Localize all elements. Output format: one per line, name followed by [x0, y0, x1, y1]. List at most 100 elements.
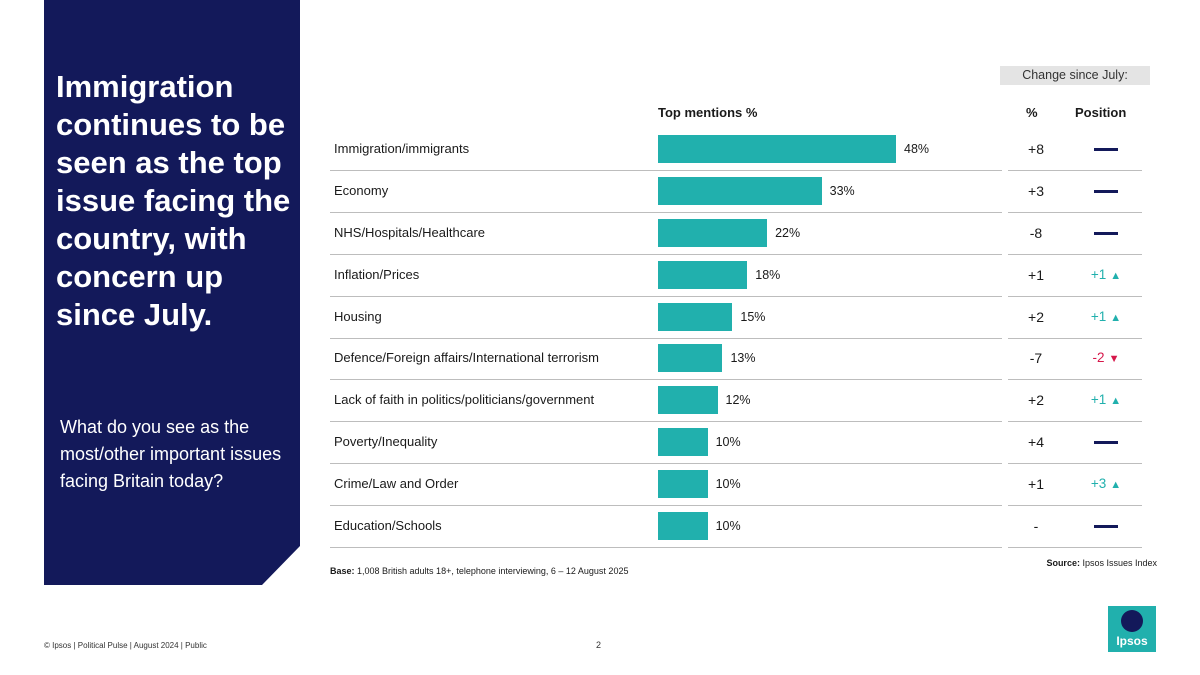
pct-change-header: % — [1026, 105, 1038, 120]
bar-value-label: 10% — [715, 435, 741, 450]
position-change — [1076, 516, 1136, 536]
row-divider — [330, 379, 1002, 381]
row-divider — [1008, 421, 1142, 423]
logo-text: Ipsos — [1116, 634, 1148, 648]
bar — [658, 260, 748, 289]
bar — [658, 134, 896, 163]
pct-change-value: -8 — [1029, 224, 1043, 241]
left-panel — [44, 0, 300, 585]
bar — [658, 428, 708, 457]
position-change-value: +1 — [1090, 266, 1107, 282]
position-change — [1076, 181, 1136, 201]
position-change: +3 ▲ — [1076, 474, 1136, 494]
row-divider — [1008, 211, 1142, 213]
row-divider — [330, 169, 1002, 171]
position-change — [1076, 223, 1136, 243]
pct-change-value: +8 — [1028, 140, 1044, 157]
ipsos-logo: Ipsos — [1108, 606, 1156, 652]
no-change-dash-icon — [1094, 189, 1118, 193]
row-divider — [1008, 547, 1142, 548]
row-divider — [1008, 463, 1142, 465]
category-label: NHS/Hospitals/Healthcare — [334, 224, 486, 240]
position-change: +1 ▲ — [1076, 390, 1136, 410]
row-divider — [330, 463, 1002, 465]
bar-value-label: 12% — [725, 393, 751, 408]
no-change-dash-icon — [1094, 231, 1118, 235]
page-number: 2 — [596, 640, 602, 650]
survey-question: What do you see as the most/other import… — [60, 417, 282, 491]
change-since-header: Change since July: — [1000, 66, 1150, 85]
top-mentions-header: Top mentions % — [658, 105, 758, 120]
no-change-dash-icon — [1094, 147, 1118, 151]
row-divider — [1008, 379, 1142, 381]
category-label: Inflation/Prices — [334, 266, 420, 282]
row-divider — [330, 547, 1002, 548]
row-divider — [330, 295, 1002, 297]
bar — [658, 386, 718, 415]
category-label: Lack of faith in politics/politicians/go… — [334, 392, 595, 408]
bar-value-label: 10% — [715, 477, 741, 492]
bar — [658, 512, 708, 541]
position-change: -2 ▼ — [1076, 348, 1136, 368]
row-divider — [1008, 505, 1142, 507]
logo-mark-icon — [1121, 610, 1143, 632]
bar-value-label: 18% — [755, 267, 781, 282]
pct-change-value: +1 — [1028, 266, 1044, 283]
category-label: Housing — [334, 308, 382, 324]
row-divider — [330, 337, 1002, 339]
bar-value-label: 48% — [904, 141, 930, 156]
category-label: Poverty/Inequality — [334, 434, 438, 450]
base-note: Base: 1,008 British adults 18+, telephon… — [330, 566, 629, 576]
position-change-value: +3 — [1090, 476, 1107, 492]
bar — [658, 218, 768, 247]
row-divider — [1008, 295, 1142, 297]
position-change-value: +1 — [1090, 392, 1107, 408]
position-change: +1 ▲ — [1076, 307, 1136, 327]
triangle-up-icon: ▲ — [1110, 311, 1122, 324]
row-divider — [1008, 169, 1142, 171]
pct-change-value: +1 — [1028, 476, 1044, 493]
row-divider — [330, 253, 1002, 255]
position-change — [1076, 139, 1136, 159]
bar — [658, 302, 733, 331]
bar-value-label: 22% — [775, 225, 801, 240]
source-note: Source: Ipsos Issues Index — [1046, 558, 1157, 568]
row-divider — [330, 211, 1002, 213]
row-divider — [1008, 337, 1142, 339]
bar — [658, 344, 723, 373]
bar — [658, 470, 708, 499]
row-divider — [330, 505, 1002, 507]
position-change: +1 ▲ — [1076, 265, 1136, 285]
category-label: Economy — [334, 182, 389, 198]
bar-value-label: 10% — [715, 519, 741, 534]
bar-value-label: 15% — [740, 309, 766, 324]
triangle-down-icon: ▼ — [1108, 353, 1120, 366]
pct-change-value: - — [1033, 518, 1039, 535]
position-change — [1076, 432, 1136, 452]
category-label: Education/Schools — [334, 518, 442, 534]
row-divider — [330, 421, 1002, 423]
no-change-dash-icon — [1094, 524, 1118, 528]
triangle-up-icon: ▲ — [1110, 269, 1122, 282]
pct-change-value: +2 — [1028, 392, 1044, 409]
footer-copyright: © Ipsos | Political Pulse | August 2024 … — [44, 641, 207, 650]
category-label: Defence/Foreign affairs/International te… — [334, 350, 599, 366]
pct-change-value: +4 — [1028, 434, 1044, 451]
bar — [658, 176, 822, 205]
pct-change-value: +2 — [1028, 308, 1044, 325]
position-change-value: -2 — [1092, 350, 1105, 366]
category-label: Crime/Law and Order — [334, 476, 459, 492]
pct-change-value: -7 — [1029, 350, 1043, 367]
category-label: Immigration/immigrants — [334, 140, 470, 156]
no-change-dash-icon — [1094, 441, 1118, 445]
triangle-up-icon: ▲ — [1110, 479, 1122, 492]
position-header: Position — [1075, 105, 1127, 120]
triangle-up-icon: ▲ — [1110, 395, 1122, 408]
position-change-value: +1 — [1090, 308, 1107, 324]
bar-value-label: 33% — [829, 183, 855, 198]
bar-value-label: 13% — [730, 351, 756, 366]
headline: Immigration continues to be seen as the … — [56, 69, 291, 332]
pct-change-value: +3 — [1028, 182, 1044, 199]
row-divider — [1008, 253, 1142, 255]
